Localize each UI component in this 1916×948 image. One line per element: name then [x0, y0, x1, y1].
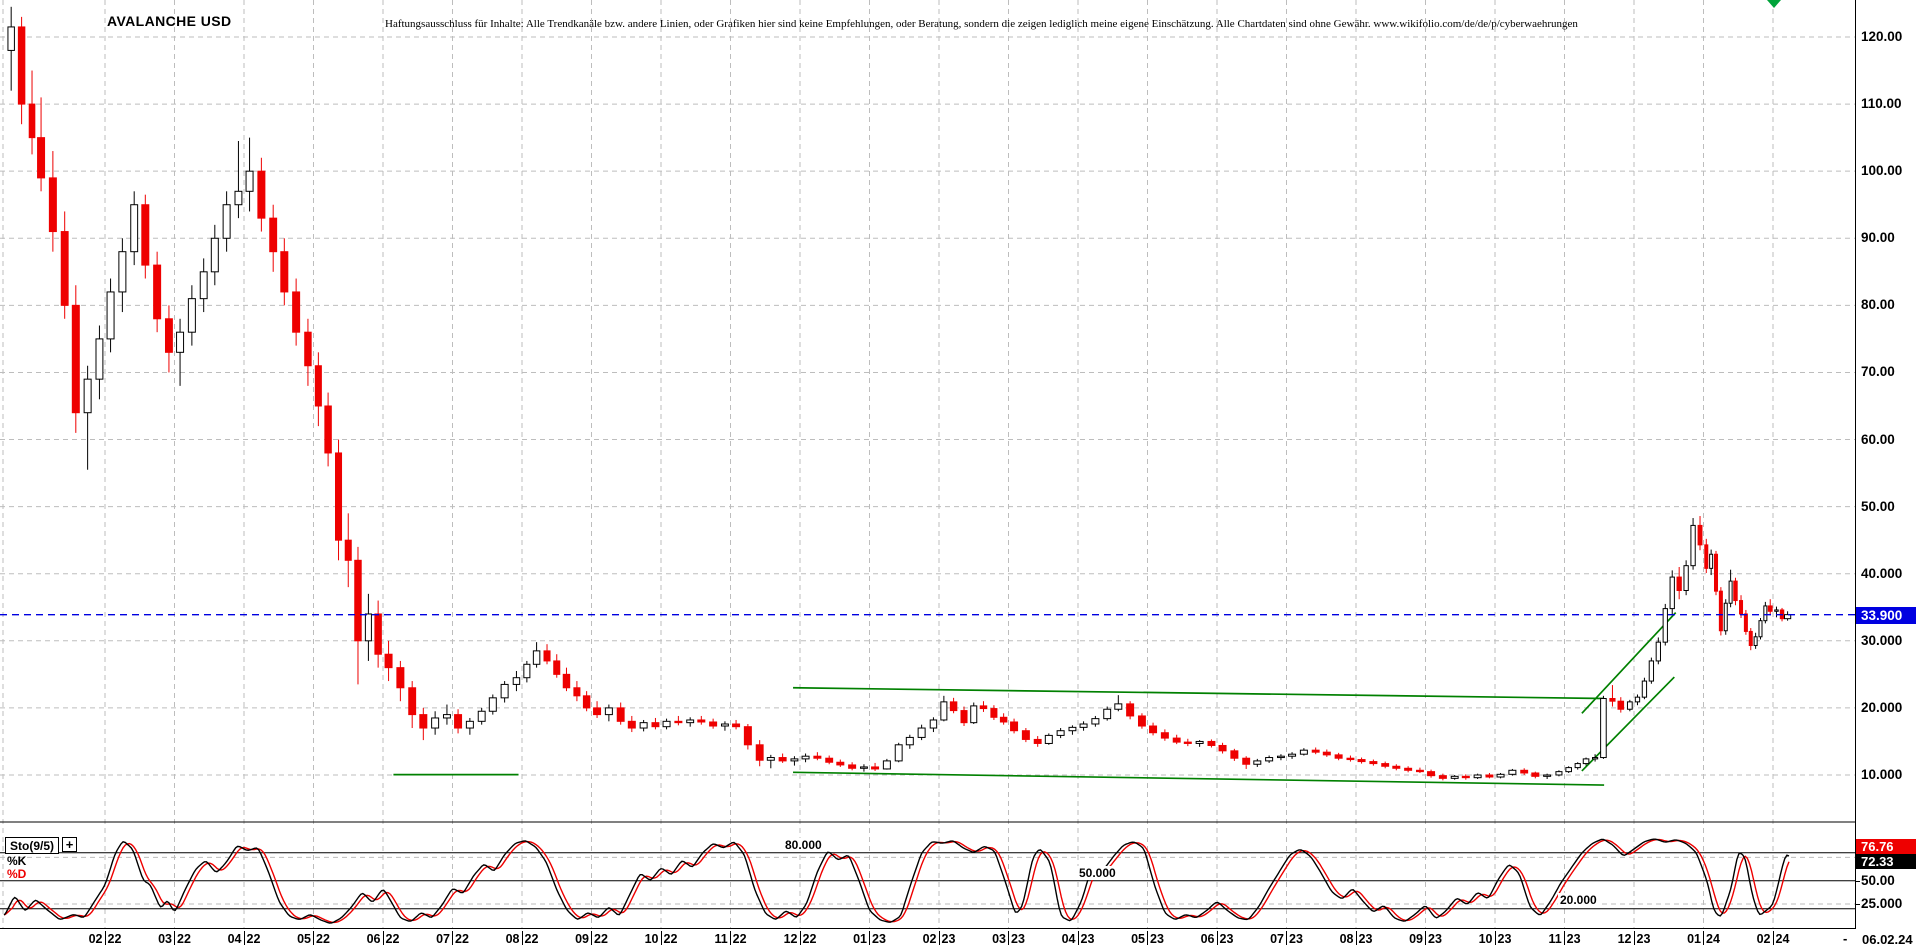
month-label: 04 23	[1061, 931, 1095, 946]
month-label: 03 23	[992, 931, 1025, 946]
price-tick-label: 100.00	[1861, 163, 1903, 179]
level-label-80: 80.000	[783, 838, 824, 852]
month-tick	[1772, 931, 1774, 945]
month-label: 05 23	[1131, 931, 1164, 946]
month-label: 03 22	[158, 931, 191, 946]
month-tick	[869, 931, 870, 945]
price-tick-label: 10.000	[1861, 766, 1903, 782]
price-tick-label: 30.000	[1861, 632, 1903, 648]
stochastic-tick-label: 50.00	[1861, 872, 1895, 888]
month-tick	[104, 931, 106, 945]
price-tick-label: 120.00	[1861, 29, 1903, 44]
stochastic-k-line	[3, 838, 1790, 924]
price-tick-label: 70.00	[1861, 364, 1895, 380]
axis-tick	[1855, 904, 1860, 906]
stochastic-tick-label: 25.000	[1861, 896, 1903, 912]
month-label: 07 23	[1270, 931, 1303, 946]
chart-canvas	[0, 0, 1855, 929]
month-tick	[1425, 931, 1426, 945]
month-tick	[521, 931, 523, 945]
level-label-50: 50.000	[1077, 866, 1118, 880]
price-tick-label: 60.00	[1861, 431, 1895, 447]
last-date-label: 06.02.24	[1862, 932, 1913, 947]
trendline-channel-upper	[793, 686, 1605, 700]
stochastic-d-value-badge: 76.76	[1856, 839, 1916, 854]
month-label: 11 22	[714, 931, 747, 946]
month-label: 11 23	[1548, 931, 1581, 946]
current-price-badge: 33.900	[1856, 607, 1916, 624]
month-tick	[799, 931, 801, 945]
month-tick	[1147, 931, 1148, 945]
stochastic-panel	[0, 821, 1855, 929]
month-tick	[1216, 931, 1218, 945]
month-label: 06 22	[366, 931, 400, 946]
price-tick-label: 50.00	[1861, 498, 1895, 514]
price-tick-label: 80.00	[1861, 297, 1895, 313]
date-separator: -	[1843, 931, 1848, 946]
d-line-legend: %D	[7, 867, 27, 881]
indicator-name-badge[interactable]: Sto(9/5)	[5, 837, 60, 854]
price-tick-label: 40.000	[1861, 565, 1903, 581]
month-tick	[1077, 931, 1079, 945]
month-tick	[660, 931, 662, 945]
time-axis-strip	[0, 929, 1916, 948]
month-tick	[938, 931, 940, 945]
month-label: 02 23	[922, 931, 956, 946]
trendline-rising-channel-lower	[1581, 676, 1675, 772]
month-label: 04 22	[227, 931, 261, 946]
page-title: AVALANCHE USD	[107, 13, 232, 29]
month-label: 09 23	[1409, 931, 1442, 946]
triangle-marker-icon	[1767, 0, 1781, 8]
month-label: 02 22	[88, 931, 122, 946]
month-tick	[174, 931, 175, 945]
month-label: 08 23	[1339, 931, 1373, 946]
month-tick	[591, 931, 592, 945]
month-label: 06 23	[1200, 931, 1234, 946]
price-tick-label: 110.00	[1861, 96, 1902, 112]
month-label: 12 22	[783, 931, 817, 946]
price-tick-label: 20.000	[1861, 699, 1903, 715]
k-line-legend: %K	[7, 854, 27, 868]
trendlines	[393, 612, 1677, 786]
month-tick	[1355, 931, 1357, 945]
stochastic-k-value-badge: 72.33	[1856, 854, 1916, 869]
month-label: 01 23	[853, 931, 886, 946]
expand-icon[interactable]: +	[62, 837, 77, 852]
price-tick-label: 90.00	[1861, 230, 1895, 246]
month-label: 10 23	[1478, 931, 1512, 946]
month-tick	[1563, 931, 1565, 945]
month-tick	[729, 931, 731, 945]
month-tick	[452, 931, 453, 945]
month-label: 07 22	[436, 931, 469, 946]
month-tick	[382, 931, 384, 945]
month-tick	[1286, 931, 1287, 945]
month-tick	[1008, 931, 1009, 945]
month-label: 10 22	[644, 931, 678, 946]
month-tick	[243, 931, 245, 945]
month-label: 09 22	[575, 931, 608, 946]
month-label: 05 22	[297, 931, 330, 946]
axis-tick	[1855, 880, 1860, 882]
price-axis-strip	[1855, 0, 1916, 948]
month-label: 12 23	[1617, 931, 1651, 946]
month-tick	[1703, 931, 1704, 945]
disclaimer-text: Haftungsausschluss für Inhalte: Alle Tre…	[385, 18, 1578, 30]
candlestick-series	[7, 6, 1792, 781]
month-tick	[313, 931, 314, 945]
month-label: 02 24	[1756, 931, 1790, 946]
trendline-rising-channel-upper	[1581, 612, 1677, 714]
month-label: 08 22	[505, 931, 539, 946]
month-tick	[1494, 931, 1496, 945]
month-label: 01 24	[1687, 931, 1720, 946]
level-label-20: 20.000	[1558, 893, 1599, 907]
gridlines	[0, 0, 1855, 929]
trendline-channel-lower	[793, 771, 1605, 786]
month-tick	[1633, 931, 1635, 945]
